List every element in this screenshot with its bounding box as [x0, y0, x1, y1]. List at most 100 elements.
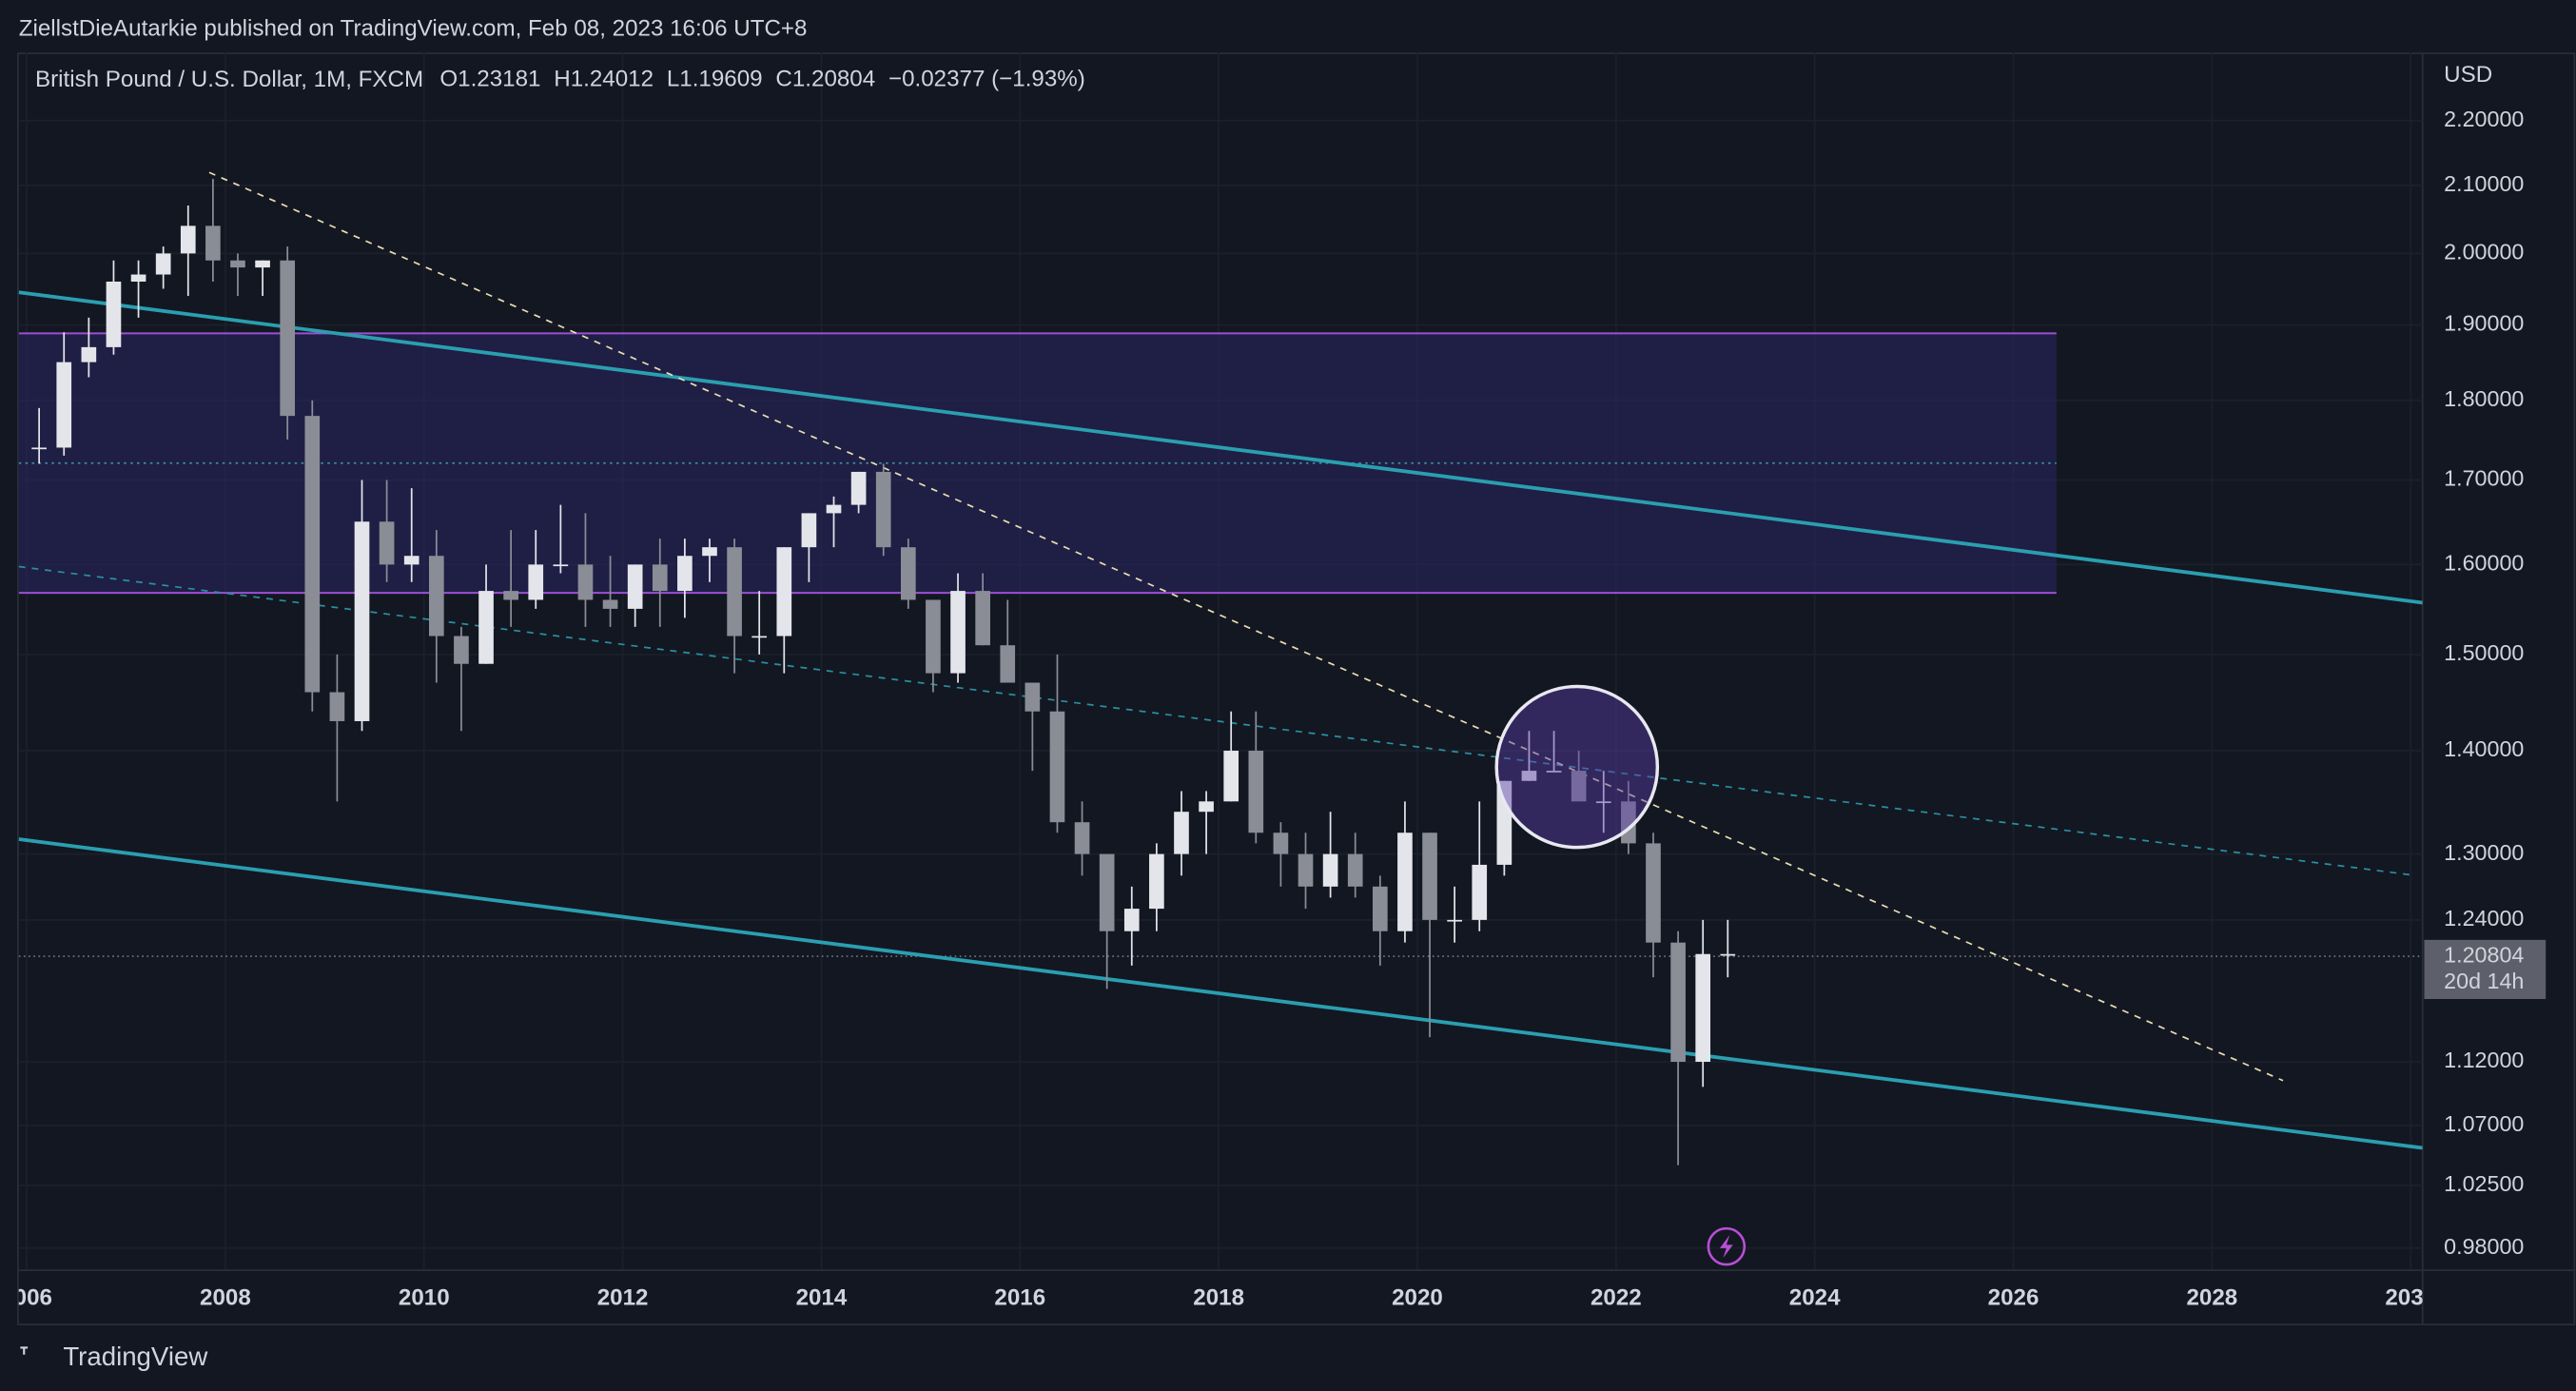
- candle-body: [205, 225, 221, 261]
- x-tick-label: 2018: [1193, 1285, 1244, 1311]
- candle-body: [1720, 953, 1736, 956]
- candle-body: [304, 416, 321, 693]
- overlay: [1494, 684, 1747, 1266]
- legend-value: O1.23181: [439, 67, 540, 92]
- footer-brand[interactable]: TradingView: [63, 1342, 207, 1371]
- candle-body: [155, 253, 171, 275]
- legend-value: −0.02377 (−1.93%): [888, 67, 1085, 92]
- ohlc-legend: O1.23181 H1.24012 L1.19609 C1.20804 −0.02377…: [439, 67, 1084, 92]
- y-tick-label: 1.24000: [2444, 906, 2524, 931]
- candle-body: [255, 260, 270, 268]
- candle-body: [1646, 843, 1661, 943]
- x-tick-label: 2016: [994, 1285, 1045, 1311]
- y-tick-label: 2.20000: [2444, 107, 2524, 131]
- y-tick-label: 1.40000: [2444, 736, 2524, 761]
- y-tick-label: 1.07000: [2444, 1111, 2524, 1136]
- candle-body: [1049, 711, 1065, 823]
- candle-body: [727, 547, 742, 637]
- y-tick-label: 1.02500: [2444, 1171, 2524, 1196]
- candle-body: [180, 225, 196, 254]
- upper-trendline: [18, 290, 2423, 605]
- candle-body: [354, 521, 370, 721]
- candle-body: [850, 471, 867, 505]
- candle-body: [751, 636, 768, 638]
- y-tick-label: 1.50000: [2444, 640, 2524, 665]
- candle-body: [677, 556, 693, 592]
- candle-body: [379, 521, 395, 565]
- event-icon-bolt: [1719, 1235, 1733, 1259]
- candle-body: [1595, 801, 1611, 804]
- resistance-line: [208, 171, 2284, 1082]
- x-tick-label: 2014: [796, 1285, 848, 1311]
- candle-body: [503, 591, 518, 600]
- candle-body: [329, 692, 345, 721]
- x-tick-label: 2024: [1789, 1285, 1841, 1311]
- y-tick-label: 1.80000: [2444, 386, 2524, 411]
- candle-body: [1025, 682, 1041, 712]
- candle-body: [428, 556, 444, 637]
- candle-body: [81, 346, 97, 362]
- candle-body: [106, 281, 122, 347]
- x-tick-label: 2026: [1988, 1285, 2039, 1311]
- symbol-title: British Pound / U.S. Dollar, 1M, FXCM: [35, 67, 423, 92]
- x-tick-label: 2006: [1, 1285, 52, 1311]
- candle-body: [130, 274, 146, 282]
- candle-body: [702, 547, 717, 557]
- candle-body: [1149, 853, 1164, 910]
- candle-body: [1174, 812, 1189, 854]
- legend-value: L1.19609: [667, 67, 763, 92]
- last-price-tag: [2424, 939, 2547, 999]
- candle-body: [1273, 833, 1289, 854]
- x-tick-label: 2022: [1590, 1285, 1642, 1311]
- candle-body: [627, 564, 643, 609]
- y-tick-label: 2.00000: [2444, 240, 2524, 264]
- logo-mark: ᐪ: [19, 1342, 29, 1371]
- candle-body: [1248, 751, 1264, 833]
- y-tick-label: 1.90000: [2444, 311, 2524, 336]
- x-tick-label: 2008: [200, 1285, 251, 1311]
- highlight-circle: [1494, 684, 1660, 850]
- candle-body: [1571, 771, 1587, 802]
- candle-body: [478, 591, 494, 664]
- candle-body: [1372, 886, 1388, 931]
- candle-body: [602, 599, 618, 609]
- candle-body: [1123, 909, 1140, 931]
- candle-body: [31, 447, 47, 450]
- x-tick-label: 2012: [597, 1285, 649, 1311]
- candle-body: [826, 504, 842, 514]
- publish-info: ZiellstDieAutarkie published on TradingV…: [19, 15, 808, 41]
- candle-body: [1546, 771, 1562, 773]
- candle-body: [56, 362, 72, 448]
- candle-body: [1099, 853, 1115, 931]
- candle-body: [1223, 751, 1239, 802]
- candle-body: [1422, 833, 1437, 920]
- candle-body: [1199, 801, 1214, 813]
- candle-body: [1298, 853, 1314, 887]
- candle-body: [1521, 771, 1537, 781]
- candle-body: [950, 591, 966, 674]
- event-icon[interactable]: [1707, 1226, 1747, 1266]
- x-tick-label: 2028: [2186, 1285, 2237, 1311]
- candle-body: [801, 513, 817, 548]
- candle-body: [652, 564, 668, 592]
- countdown-label: 20d 14h: [2444, 969, 2524, 993]
- candle-body: [280, 260, 296, 417]
- last-price-label: 1.20804: [2444, 942, 2524, 967]
- candle-body: [1447, 919, 1462, 922]
- candle-body: [975, 591, 990, 646]
- time-axis: 2006 2008 2010 2012 2014 2016 2018 2020 2022 2024…: [1, 1285, 2423, 1311]
- y-tick-label: 1.12000: [2444, 1048, 2524, 1072]
- axes: 2.20000 2.10000 2.00000 1.90000 1.80000 1.700…: [1, 107, 2547, 1311]
- candle-body: [230, 260, 245, 268]
- lower-trendline: [18, 837, 2423, 1150]
- candle-body: [1496, 780, 1512, 865]
- y-tick-label: 1.60000: [2444, 551, 2524, 576]
- candle-body: [528, 564, 544, 600]
- chart-frame: [17, 52, 2576, 1325]
- candle-body: [1322, 853, 1338, 887]
- y-tick-label: 0.98000: [2444, 1234, 2524, 1259]
- candle-body: [1695, 953, 1711, 1063]
- candle-body: [875, 471, 891, 548]
- candle-body: [1074, 822, 1090, 854]
